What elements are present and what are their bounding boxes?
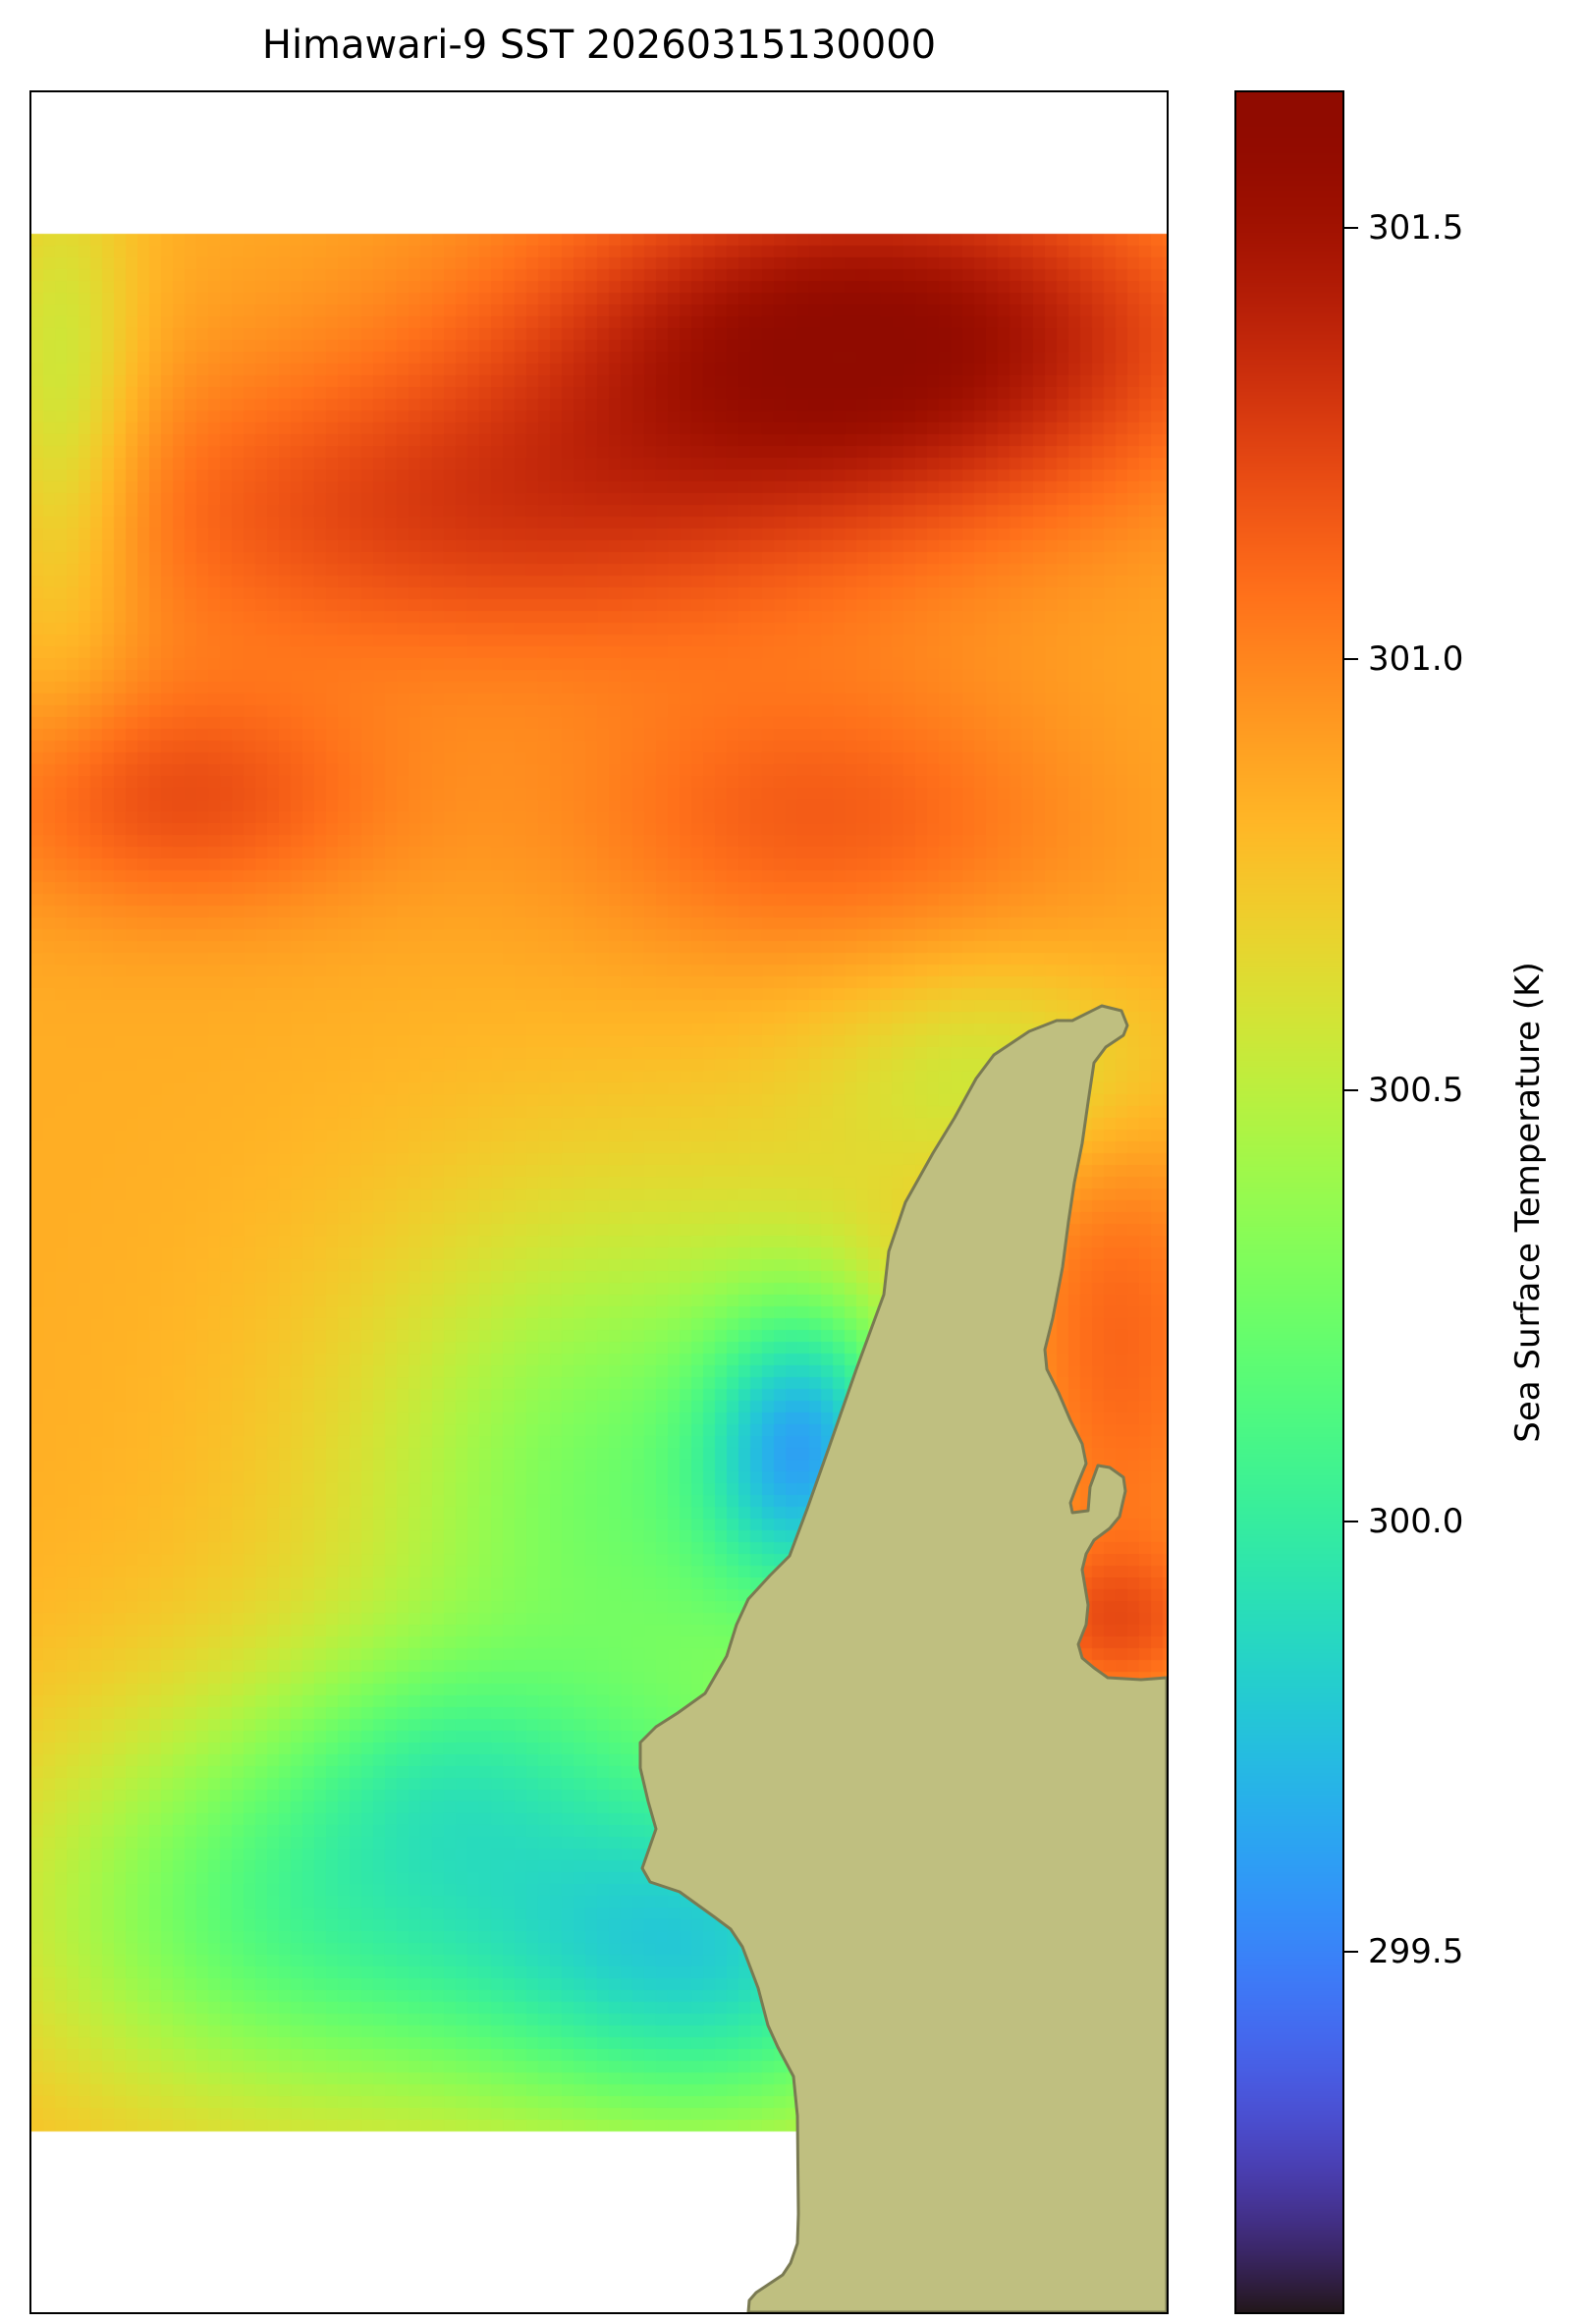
colorbar-tick: [1344, 1088, 1358, 1091]
colorbar-tick-label: 300.5: [1368, 1070, 1464, 1110]
colorbar-label: Sea Surface Temperature (K): [1508, 962, 1548, 1443]
colorbar-tick-label: 301.5: [1368, 208, 1464, 249]
colorbar-tick: [1344, 227, 1358, 230]
map-axes: [29, 90, 1169, 2314]
land-peninsula: [638, 1004, 1167, 2312]
colorbar-tick: [1344, 1951, 1358, 1954]
plot-title: Himawari-9 SST 20260315130000: [261, 23, 937, 68]
colorbar-tick-label: 299.5: [1368, 1932, 1464, 1972]
colorbar: [1234, 90, 1344, 2314]
colorbar-tick: [1344, 658, 1358, 661]
colorbar-gradient: [1236, 92, 1342, 2312]
colorbar-tick-label: 300.0: [1368, 1501, 1464, 1541]
colorbar-tick-label: 301.0: [1368, 639, 1464, 680]
land-overlay: [638, 1004, 1167, 2312]
colorbar-tick: [1344, 1520, 1358, 1522]
